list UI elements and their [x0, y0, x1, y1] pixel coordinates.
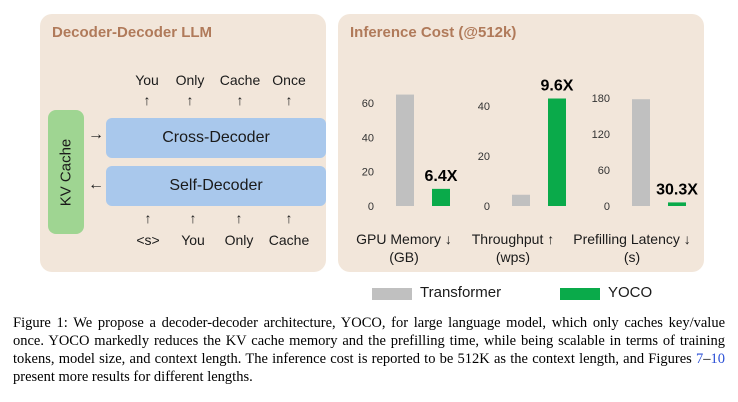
- cross-decoder-block: Cross-Decoder: [106, 118, 326, 158]
- y-tick-label: 60: [362, 98, 374, 110]
- gpu-memory-label-line1: GPU Memory ↓: [356, 231, 452, 247]
- y-tick-label: 120: [592, 129, 610, 141]
- bar-yoco: [668, 202, 686, 206]
- figure-ref-link[interactable]: 7: [696, 351, 704, 367]
- prefilling-latency-label-line2: (s): [623, 249, 641, 265]
- output-token-1: You: [135, 72, 159, 88]
- y-tick-label: 180: [592, 93, 610, 105]
- bar-transformer: [512, 194, 530, 206]
- legend-swatch-transformer: [372, 288, 412, 300]
- legend-swatch-yoco: [560, 288, 600, 300]
- throughput-label-line2: (wps): [495, 249, 531, 265]
- bar-chart-svg: 0 20 40 9.6X: [478, 78, 574, 214]
- throughput-label: Throughput ↑ (wps): [472, 230, 555, 266]
- prefilling-latency-chart: 0 60 120 180 30.3X: [582, 76, 699, 226]
- up-arrow-icon: ↑: [144, 210, 152, 226]
- caption-text-end: present more results for different lengt…: [13, 369, 253, 385]
- y-tick-label: 40: [478, 101, 490, 113]
- bar-transformer: [396, 94, 414, 206]
- speedup-annotation: 9.6X: [541, 78, 574, 95]
- arrow-left-icon: ←: [88, 176, 104, 193]
- decoder-decoder-panel: Decoder-Decoder LLM You Only Cache Once …: [40, 14, 326, 272]
- prefilling-latency-label: Prefilling Latency ↓ (s): [573, 230, 691, 266]
- legend-label-transformer: Transformer: [420, 284, 502, 301]
- left-panel-title: Decoder-Decoder LLM: [52, 24, 213, 41]
- up-arrow-icon: ↑: [235, 210, 243, 226]
- caption-text: Figure 1: We propose a decoder-decoder a…: [13, 315, 725, 367]
- legend-label-yoco: YOCO: [608, 284, 653, 301]
- up-arrow-icon: ↑: [285, 210, 293, 226]
- up-arrow-icon: ↑: [285, 92, 293, 108]
- up-arrow-icon: ↑: [186, 92, 194, 108]
- figure-caption: Figure 1: We propose a decoder-decoder a…: [13, 314, 725, 386]
- caption-dash: –: [703, 351, 711, 367]
- self-decoder-block: Self-Decoder: [106, 166, 326, 206]
- kv-cache-block: KV Cache: [48, 110, 84, 234]
- up-arrow-icon: ↑: [189, 210, 197, 226]
- input-token-1: <s>: [136, 232, 160, 248]
- gpu-memory-chart: 0 20 40 60 6.4X: [346, 76, 458, 226]
- y-tick-label: 40: [362, 132, 374, 144]
- gpu-memory-label: GPU Memory ↓ (GB): [356, 230, 452, 266]
- input-token-4: Cache: [268, 232, 310, 248]
- figure-ref-link[interactable]: 10: [710, 351, 726, 367]
- y-tick-label: 0: [604, 201, 610, 213]
- y-tick-label: 20: [478, 151, 490, 163]
- prefilling-latency-label-line1: Prefilling Latency ↓: [573, 231, 691, 247]
- bar-yoco: [432, 188, 450, 206]
- output-token-3: Cache: [219, 72, 261, 88]
- gpu-memory-label-line2: (GB): [389, 249, 419, 265]
- throughput-chart: 0 20 40 9.6X: [462, 76, 574, 226]
- kv-cache-label: KV Cache: [57, 138, 75, 206]
- arrow-right-icon: →: [88, 126, 104, 143]
- output-token-4: Once: [272, 72, 306, 88]
- input-token-3: Only: [224, 232, 254, 248]
- output-token-2: Only: [175, 72, 205, 88]
- bar-yoco: [548, 98, 566, 206]
- bar-chart-svg: 0 60 120 180 30.3X: [592, 93, 699, 213]
- bar-chart-svg: 0 20 40 60 6.4X: [362, 94, 458, 213]
- inference-cost-panel: Inference Cost (@512k) 0 20 40 60 6.4X 0 20 40…: [338, 14, 704, 272]
- y-tick-label: 0: [484, 201, 490, 213]
- y-tick-label: 60: [598, 165, 610, 177]
- bar-transformer: [632, 99, 650, 206]
- up-arrow-icon: ↑: [236, 92, 244, 108]
- right-panel-title: Inference Cost (@512k): [350, 24, 517, 41]
- y-tick-label: 0: [368, 201, 374, 213]
- speedup-annotation: 30.3X: [656, 181, 698, 198]
- speedup-annotation: 6.4X: [425, 168, 458, 185]
- input-token-2: You: [181, 232, 205, 248]
- up-arrow-icon: ↑: [143, 92, 151, 108]
- y-tick-label: 20: [362, 167, 374, 179]
- throughput-label-line1: Throughput ↑: [471, 231, 555, 247]
